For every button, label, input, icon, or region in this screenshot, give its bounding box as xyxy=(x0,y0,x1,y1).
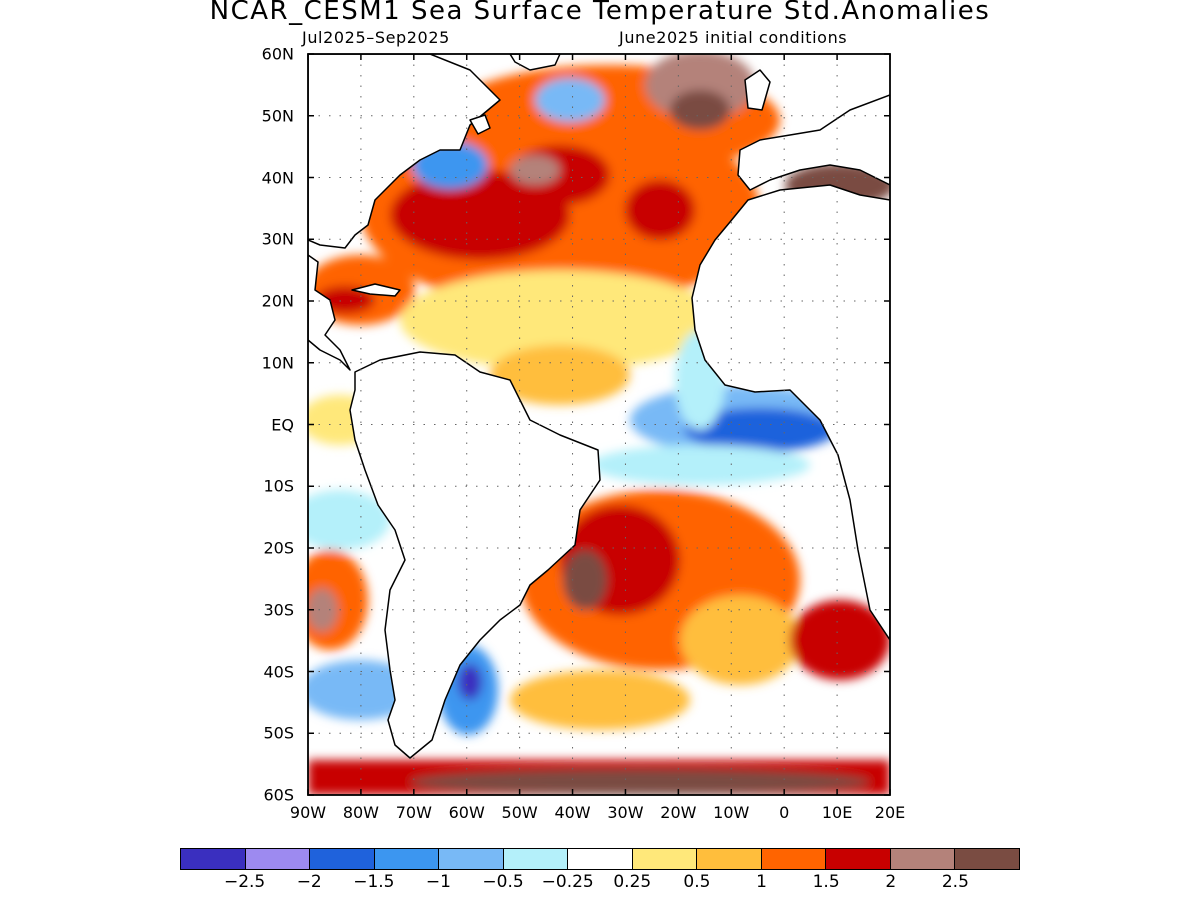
lat-label: 40S xyxy=(263,662,294,681)
anomaly-slight-cold-east-pacific xyxy=(308,490,390,550)
anomaly-extreme-warm-ireland xyxy=(670,90,730,130)
lon-label: 90W xyxy=(289,803,327,822)
colorbar-label: −2.5 xyxy=(223,872,266,892)
colorbar xyxy=(180,848,1020,870)
anomaly-warm-tropics xyxy=(490,345,630,405)
lon-label: 70W xyxy=(395,803,432,822)
lat-label: EQ xyxy=(271,415,294,434)
colorbar-swatch xyxy=(632,849,698,869)
colorbar-swatch xyxy=(955,849,1019,869)
land-newfoundland xyxy=(469,114,491,135)
initial-conditions: June2025 initial conditions xyxy=(619,28,848,47)
lat-label: 30N xyxy=(261,229,294,249)
lat-label: 40N xyxy=(261,168,294,187)
colorbar-swatch xyxy=(310,849,375,869)
land-british-isles xyxy=(744,69,771,111)
land-africa xyxy=(691,184,890,641)
lat-label: 30S xyxy=(263,600,294,620)
colorbar-label: −1.5 xyxy=(353,872,395,892)
valid-period: Jul2025–Sep2025 xyxy=(302,28,450,47)
anomaly-field xyxy=(308,54,890,795)
colorbar-swatch xyxy=(181,849,246,869)
land-greenland xyxy=(509,54,561,71)
land-central-america xyxy=(308,254,351,371)
lat-label: 50N xyxy=(261,106,294,126)
lat-label: 60N xyxy=(261,44,294,64)
colorbar-label: 0.5 xyxy=(683,872,711,892)
colorbar-swatch xyxy=(826,849,891,869)
colorbar-swatch xyxy=(503,849,569,869)
colorbar-swatch xyxy=(761,849,827,869)
anomaly-slight-cold-south-equatorial xyxy=(590,445,810,485)
lon-label: 80W xyxy=(342,803,379,822)
lon-label: 20W xyxy=(660,803,697,822)
lat-label: 10N xyxy=(261,353,294,373)
colorbar-swatch xyxy=(568,849,633,869)
anomaly-warm-argentine-basin xyxy=(510,670,690,730)
colorbar-label: −1 xyxy=(425,872,451,892)
page-title: NCAR_CESM1 Sea Surface Temperature Std.A… xyxy=(209,0,991,26)
land-north-america xyxy=(308,54,501,249)
colorbar-label: 1 xyxy=(756,872,767,892)
lon-label: 10E xyxy=(821,803,853,822)
axis-ticks xyxy=(307,53,891,796)
anomaly-mild-warm-subtropics xyxy=(400,270,720,370)
lon-label: 60W xyxy=(448,803,485,822)
land-cuba xyxy=(351,283,401,297)
colorbar-swatch xyxy=(439,849,504,869)
anomaly-cold-labrador-sea xyxy=(535,78,605,122)
colorbar-label: 1.5 xyxy=(812,872,840,892)
anomaly-very-warm-southeast-pacific xyxy=(308,588,338,632)
lon-label: 30W xyxy=(607,803,644,822)
lon-label: 20E xyxy=(874,803,906,822)
colorbar-swatch xyxy=(890,849,956,869)
lat-label: 10S xyxy=(263,476,294,496)
anomaly-extreme-cold-patagonia xyxy=(458,664,482,700)
colorbar-label: −0.5 xyxy=(482,872,524,892)
colorbar-label: 0.25 xyxy=(613,872,652,892)
land-masses xyxy=(308,54,890,759)
anomaly-extreme-warm-southern-ocean xyxy=(410,769,870,795)
colorbar-swatch xyxy=(374,849,440,869)
anomaly-warm-central-south-atlantic xyxy=(680,595,800,685)
colorbar-label: 2 xyxy=(885,872,897,892)
lat-label: 50S xyxy=(263,723,294,743)
anomaly-strong-warm-azores xyxy=(625,180,695,240)
colorbar-label: −2 xyxy=(296,872,322,892)
anomaly-extreme-warm-brazil xyxy=(563,550,607,610)
lon-label: 0 xyxy=(779,803,790,822)
colorbar-swatch xyxy=(697,849,762,869)
colorbar-swatch xyxy=(245,849,311,869)
lat-label: 60S xyxy=(263,785,294,805)
colorbar-label: −0.25 xyxy=(541,872,594,892)
anomaly-very-warm-mid-atlantic xyxy=(510,155,560,185)
anomaly-strong-cold-gulf-of-guinea xyxy=(685,408,835,452)
lon-label: 50W xyxy=(501,803,538,822)
anomaly-strong-warm-southwest-africa xyxy=(790,600,890,680)
lat-label: 20N xyxy=(261,291,294,311)
colorbar-label: 2.5 xyxy=(941,872,969,892)
lon-label: 40W xyxy=(554,803,591,822)
lat-label: 20S xyxy=(263,538,294,558)
land-south-america xyxy=(349,351,601,759)
lon-label: 10W xyxy=(713,803,750,822)
